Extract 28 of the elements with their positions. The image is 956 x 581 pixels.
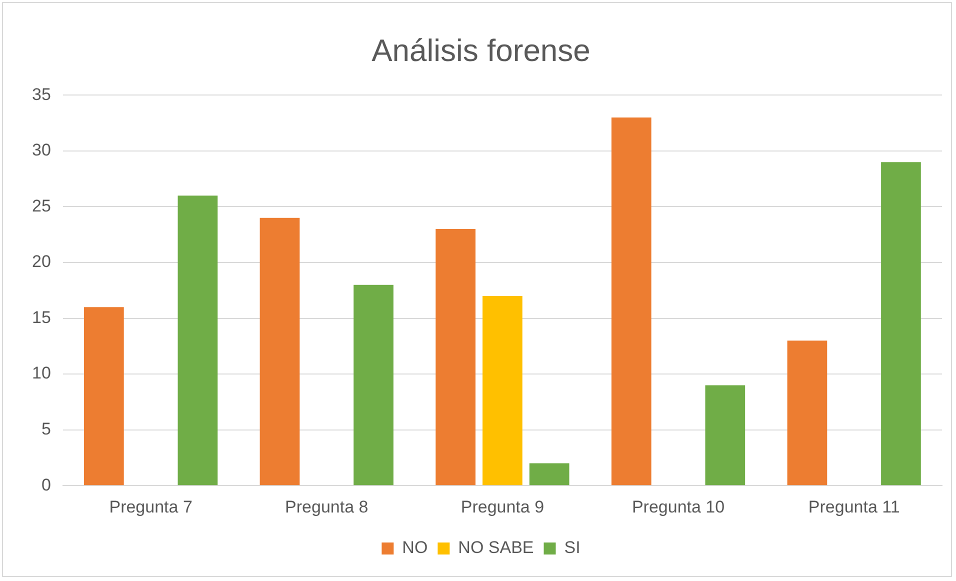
bar xyxy=(436,229,476,486)
y-tick-label: 5 xyxy=(41,420,51,439)
bar xyxy=(84,307,124,486)
bar xyxy=(260,218,300,486)
chart-title: Análisis forense xyxy=(372,33,590,68)
x-tick-label: Pregunta 8 xyxy=(285,497,368,516)
y-tick-label: 10 xyxy=(32,364,51,383)
y-tick-label: 35 xyxy=(32,84,51,104)
bar xyxy=(482,296,522,486)
legend-label: SI xyxy=(564,538,580,558)
x-tick-label: Pregunta 7 xyxy=(109,497,192,516)
x-tick-label: Pregunta 10 xyxy=(632,497,725,516)
bar xyxy=(881,162,921,486)
x-tick-label: Pregunta 9 xyxy=(460,497,544,516)
x-tick-label: Pregunta 11 xyxy=(808,497,900,516)
bar xyxy=(611,118,652,486)
y-tick-label: 30 xyxy=(32,140,51,160)
bar xyxy=(705,385,746,486)
y-tick-label: 15 xyxy=(32,308,51,327)
y-tick-label: 25 xyxy=(32,196,51,216)
legend-label: NO xyxy=(402,538,428,558)
y-tick-label: 0 xyxy=(41,475,51,494)
bar xyxy=(354,284,394,486)
legend-label: NO SABE xyxy=(458,538,534,558)
bar xyxy=(178,196,218,486)
y-tick-label: 20 xyxy=(32,252,51,272)
bar xyxy=(529,463,570,486)
bar xyxy=(787,340,828,486)
